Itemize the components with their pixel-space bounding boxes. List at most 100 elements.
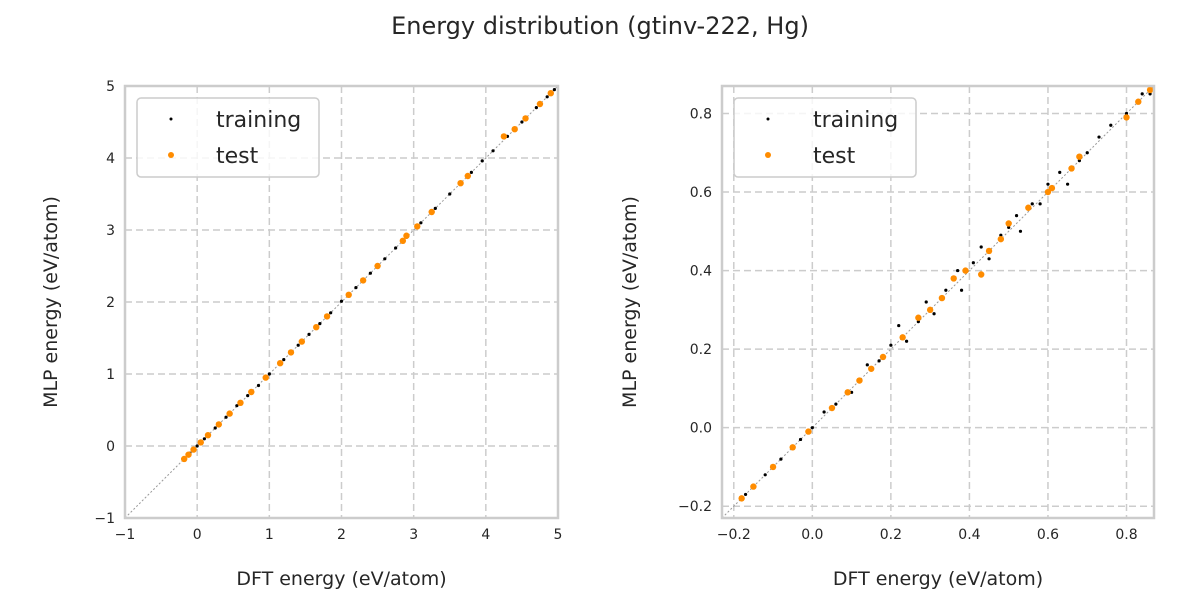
training-point (932, 312, 936, 316)
test-point (457, 180, 464, 187)
test-point (276, 360, 284, 367)
test-point (190, 446, 197, 453)
training-point (959, 288, 964, 292)
y-axis-label: MLP energy (eV/atom) (619, 196, 641, 408)
training-point (195, 444, 199, 448)
test-point (938, 294, 946, 302)
subplot-2: −0.2 0.0 0.2 0.4 0.6 0.8 −0.2 0.0 0.2 0.4 0.6 0.8 DF… (619, 84, 1156, 590)
training-point (354, 286, 358, 290)
test-point (1068, 165, 1075, 172)
training-point (1007, 225, 1011, 229)
training-point (296, 343, 300, 347)
y-tick-label: 0.6 (690, 185, 712, 201)
test-point (879, 353, 887, 361)
legend-label-test: test (813, 144, 856, 169)
y-tick-label: −0.2 (678, 499, 712, 515)
training-point (956, 268, 960, 273)
y-tick-label: 0.0 (690, 421, 712, 437)
training-point (534, 106, 538, 110)
test-point (738, 495, 745, 502)
legend-box (136, 97, 320, 178)
training-point (779, 457, 783, 461)
axes-frame (720, 84, 1156, 520)
test-point (805, 428, 812, 435)
training-point (235, 404, 239, 408)
test-point (1025, 204, 1032, 211)
training-point (987, 257, 991, 261)
training-point (1018, 229, 1023, 233)
training-point (520, 120, 524, 124)
training-point (904, 339, 909, 343)
training-point (1140, 92, 1144, 96)
test-point (915, 314, 922, 321)
training-point (383, 257, 387, 261)
test-point (789, 444, 796, 451)
x-tick-label: 0.6 (1037, 527, 1059, 543)
training-point (1014, 214, 1019, 218)
test-point (511, 126, 518, 133)
test-point (926, 306, 934, 314)
y-tick-label: 0.8 (690, 106, 712, 122)
training-point (267, 372, 271, 376)
training-point (877, 359, 881, 363)
training-point (448, 192, 452, 196)
test-point (750, 483, 757, 490)
legend: training test (733, 97, 917, 178)
y-tick-label: 5 (106, 79, 115, 95)
test-point (215, 421, 223, 428)
test-point (522, 115, 529, 122)
test-point (313, 324, 320, 331)
test-point (547, 90, 554, 97)
test-point (248, 388, 255, 396)
y-tick-label: 3 (106, 223, 115, 239)
test-point (399, 237, 407, 244)
training-point (469, 170, 473, 174)
training-point (889, 343, 893, 347)
training-point (246, 394, 250, 398)
y-tick-label: 0 (106, 439, 115, 455)
training-point (1030, 202, 1034, 206)
x-tick-label: 0.0 (801, 527, 823, 543)
training-point (368, 271, 372, 275)
training-point (552, 88, 556, 92)
training-point (1097, 135, 1101, 139)
test-point (298, 338, 306, 345)
training-point (419, 221, 423, 225)
test-point (1076, 153, 1083, 160)
training-point (743, 492, 748, 497)
test-point (856, 377, 863, 384)
test-point (950, 275, 957, 282)
test-point (844, 389, 851, 396)
y-tick-label: 1 (106, 367, 115, 383)
test-point (536, 100, 544, 108)
training-point (798, 437, 803, 442)
axes-frame (123, 84, 560, 520)
training-point (971, 261, 975, 265)
training-point (763, 473, 767, 477)
test-point (180, 455, 188, 463)
legend-label-test: test (216, 144, 259, 169)
training-point (1124, 111, 1129, 116)
training-point (282, 358, 286, 362)
test-point (345, 291, 352, 298)
training-point (897, 323, 901, 328)
test-point (359, 277, 367, 284)
training-point (480, 159, 484, 163)
training-point (213, 426, 217, 430)
training-point (307, 332, 311, 336)
y-tick-label: −1 (94, 511, 115, 527)
training-point (979, 245, 983, 249)
legend-label-training: training (216, 108, 301, 133)
x-tick-label: −1 (115, 527, 136, 543)
training-point (1077, 159, 1081, 163)
test-point (197, 439, 204, 446)
test-point (899, 334, 906, 341)
x-tick-label: 0 (193, 527, 202, 543)
test-point (828, 404, 836, 412)
training-point (329, 311, 333, 315)
x-tick-label: 0.8 (1115, 527, 1137, 543)
test-point (985, 247, 993, 255)
training-point (256, 383, 261, 388)
test-point (978, 271, 985, 278)
training-point (1058, 170, 1062, 174)
